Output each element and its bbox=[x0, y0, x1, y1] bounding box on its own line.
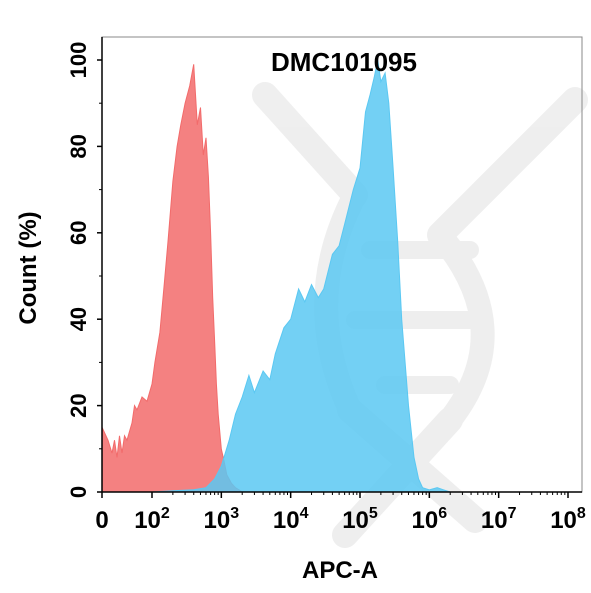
y-tick-label: 40 bbox=[66, 307, 91, 331]
x-tick-label: 105 bbox=[342, 505, 378, 534]
x-tick-label: 107 bbox=[481, 505, 517, 534]
x-tick-label: 102 bbox=[134, 505, 170, 534]
y-tick-label: 20 bbox=[66, 393, 91, 417]
x-tick-label: 106 bbox=[412, 505, 448, 534]
x-tick-label: 104 bbox=[273, 505, 309, 534]
histogram-series-2 bbox=[102, 59, 451, 493]
x-tick-label: 103 bbox=[204, 505, 240, 534]
x-axis-title: APC-A bbox=[302, 557, 378, 584]
y-tick-label: 80 bbox=[66, 134, 91, 158]
chart-title: DMC101095 bbox=[271, 47, 417, 77]
y-tick-label: 0 bbox=[66, 486, 91, 498]
y-tick-label: 60 bbox=[66, 221, 91, 245]
x-tick-label: 108 bbox=[550, 505, 586, 534]
histogram-series-1 bbox=[101, 64, 244, 493]
y-tick-label: 100 bbox=[66, 42, 91, 79]
y-axis-title: Count (%) bbox=[15, 211, 42, 324]
x-tick-label: 0 bbox=[95, 507, 108, 534]
